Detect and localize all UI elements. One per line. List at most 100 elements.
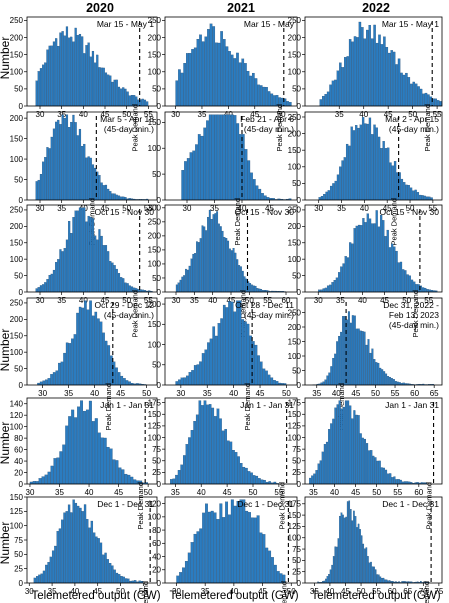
column-title-2021: 2021 [227,1,255,15]
histogram-bar [245,510,249,584]
panel-frame [304,204,443,293]
histogram-bar [217,114,220,201]
histogram-bar [217,323,221,386]
histogram-bar [35,181,38,201]
histogram-bar [180,377,184,386]
histogram-bar [229,248,231,293]
histogram-bar [262,86,266,107]
histogram-bar [265,87,268,107]
histogram-bar [51,550,55,584]
histogram-bar [225,307,229,386]
histogram-bar [141,98,144,107]
histogram-bar [52,269,56,293]
x-tick-label: 40 [229,389,238,398]
histogram-bar [246,323,250,386]
histogram-bar [175,80,179,107]
histogram-bar [351,243,354,293]
y-tick-label: 120 [10,411,24,420]
histogram-bar [236,52,239,107]
histogram-bar [175,381,179,386]
period-label: Feb 21 - Apr 6 [240,114,294,124]
x-tick-label: 50 [277,110,286,119]
histogram-bar [397,58,401,107]
histogram-bar [226,440,230,485]
histogram-bar [339,62,342,107]
x-tick-label: 55 [393,488,402,497]
y-tick-label: 0 [297,196,302,205]
histogram-bar [313,473,316,485]
histogram-bar [208,209,211,293]
histogram-bar [109,75,112,107]
histogram-bar [209,23,213,107]
histogram-bar [84,300,87,386]
histogram-bar [193,421,196,485]
histogram-bar [240,266,242,293]
histogram-bar [360,535,363,584]
histogram-bar [117,86,121,107]
histogram-bar [185,53,189,107]
y-tick-label: 150 [148,118,162,127]
histogram-bar [76,35,79,107]
histogram-bar [326,375,329,386]
histogram-bar [371,566,374,584]
histogram-bar [361,331,364,386]
x-tick-label: 45 [101,204,110,213]
peak-demand-label: Peak Demand [131,290,140,338]
histogram-bar [57,45,60,107]
histogram-bar [107,345,111,386]
histogram-bar [221,430,225,485]
histogram-bar [412,190,415,201]
histogram-bar [87,215,90,293]
panel-frame [26,204,158,293]
histogram-bar [85,157,88,201]
histogram-bar [252,285,255,293]
histogram-bar [349,322,352,386]
histogram-bar [41,476,45,485]
histogram-bar [207,511,211,584]
x-tick-label: 30 [38,389,47,398]
histogram-bar [204,349,208,386]
histogram-bar [63,352,66,386]
histogram-bar [406,274,409,293]
histogram-bar [123,378,126,386]
histogram-bar [146,101,149,107]
period-label: Mar 5 - Apr 18 [100,114,154,124]
y-tick-label: 0 [297,102,302,111]
x-tick-label: 40 [238,204,247,213]
histogram-bar [368,562,371,584]
histogram-bar [365,344,368,386]
histogram-bar [45,564,48,584]
histogram-bar [351,41,354,107]
histogram-bar [219,418,222,485]
histogram-bar [359,124,362,201]
x-tick-label: 55 [424,296,433,305]
histogram-bar [368,218,372,293]
period-label: Dec 1 - Dec 31 [382,499,439,509]
histogram-bar [368,24,371,107]
x-tick-label: 45 [258,587,267,596]
histogram-bar [65,425,69,485]
y-tick-label: 100 [288,255,302,264]
histogram-bar [99,321,103,386]
x-tick-label: 40 [229,587,238,596]
histogram-bar [242,499,246,584]
histogram-bar [224,429,227,485]
histogram-bar [182,455,186,485]
histogram-bar [108,563,112,584]
histogram-bar [424,287,427,293]
histogram-bar [239,499,243,584]
histogram-bar [72,217,75,293]
histogram-bar [183,63,186,107]
histogram-bar [236,123,240,201]
histogram-bar [210,510,214,584]
histogram-bar [104,340,108,386]
y-tick-label: 120 [148,499,162,508]
histogram-bar [32,481,36,485]
y-tick-label: 250 [10,16,24,25]
histogram-bar [340,512,343,584]
histogram-bar [124,578,128,584]
histogram-bar [328,429,331,485]
y-tick-label: 150 [288,511,302,520]
histogram-bar [320,196,324,201]
